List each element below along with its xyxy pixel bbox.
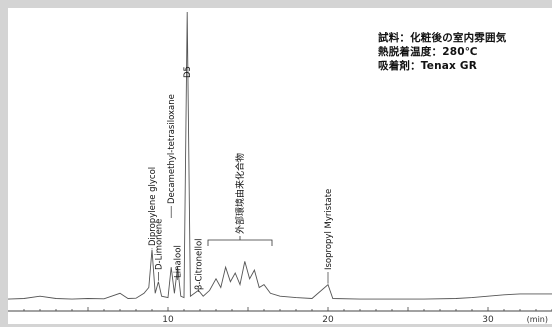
group-bracket <box>207 239 273 246</box>
x-tick-label: 20 <box>322 315 334 324</box>
peak-label-d-limonene: D-Limonene <box>154 219 164 281</box>
group-label: 外部環境由来化合物 <box>234 153 246 234</box>
trace-line <box>8 11 552 300</box>
peak-name: Isopropyl Myristate <box>324 189 334 270</box>
conditions-box: 試料：化粧後の室内雰囲気 熱脱着温度：280℃ 吸着剤：Tenax GR <box>378 31 506 73</box>
peak-label-decamethyl-tetrasiloxane: Decamethyl-tetrasiloxane <box>167 94 177 218</box>
plot-area: 10 20 30 (min) Dipropylene glycol D-Limonene… <box>8 8 552 324</box>
peak-name: D5 <box>183 66 193 78</box>
peak-label-linalool: Linalool <box>174 245 184 280</box>
peak-label-isopropyl-myristate: Isopropyl Myristate <box>324 189 334 284</box>
group-annotation: 外部環境由来化合物 <box>207 153 273 246</box>
condition-adsorbent: 吸着剤：Tenax GR <box>378 60 477 72</box>
condition-sample: 試料：化粧後の室内雰囲気 <box>378 32 507 44</box>
peak-name: β-Citronellol <box>194 238 204 290</box>
x-axis-unit: (min) <box>527 315 548 324</box>
peak-name: D-Limonene <box>154 219 164 270</box>
peak-name: Decamethyl-tetrasiloxane <box>167 94 177 204</box>
chromatogram: 10 20 30 (min) Dipropylene glycolD-Limonene… <box>8 11 552 324</box>
x-axis: 10 20 30 (min) <box>8 307 552 324</box>
peak-name: Dipropylene glycol <box>148 167 158 246</box>
peak-label-d5: D5 <box>183 66 193 78</box>
x-tick-label: 10 <box>162 315 174 324</box>
peak-label-dipropylene-glycol: Dipropylene glycol <box>148 167 158 249</box>
x-tick-label: 30 <box>482 315 494 324</box>
peak-name: Linalool <box>174 245 184 278</box>
trace-layer <box>8 11 552 300</box>
condition-temperature: 熱脱着温度：280℃ <box>378 46 478 58</box>
peak-label--citronellol: β-Citronellol <box>194 238 204 292</box>
